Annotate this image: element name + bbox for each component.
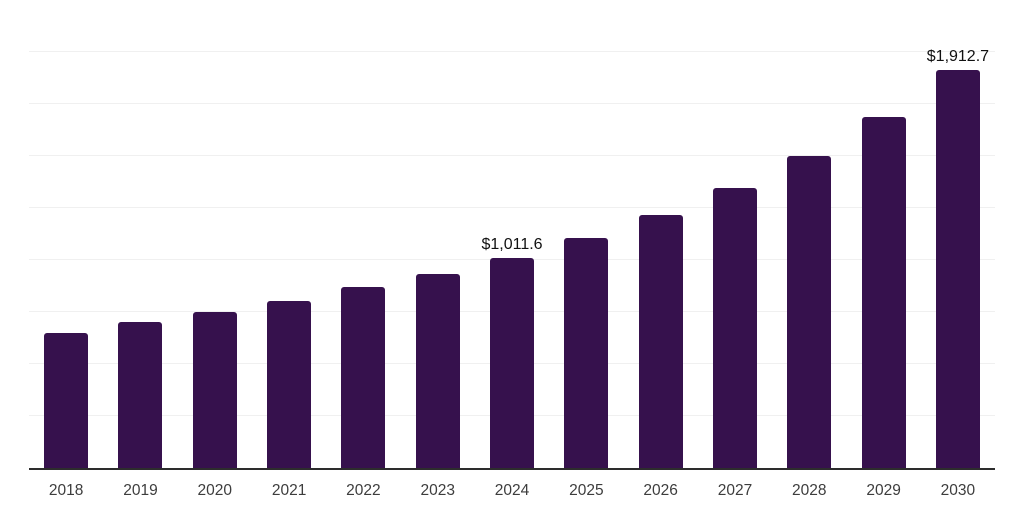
bar-slot-2026 [624, 0, 698, 468]
bar-2028[interactable] [787, 156, 832, 468]
bar-value-label-2030: $1,912.7 [926, 48, 990, 66]
gridline [29, 103, 995, 104]
bar-2019[interactable] [118, 322, 163, 468]
bar-slot-2019 [103, 0, 177, 468]
x-axis-labels: 2018 2019 2020 2021 2022 2023 2024 2025 2026 2027… [29, 482, 995, 501]
x-tick-2022: 2022 [346, 482, 381, 499]
x-tick-2024: 2024 [494, 482, 530, 499]
bars: $1,011.6 $1,912.7 [29, 0, 995, 468]
x-tick-2029: 2029 [866, 482, 901, 499]
x-tick-2028: 2028 [792, 482, 827, 499]
bar-2029[interactable] [861, 117, 906, 468]
x-tick-2027: 2027 [717, 482, 753, 499]
bar-2018[interactable] [44, 332, 89, 468]
gridline [29, 155, 995, 156]
x-tick-2030: 2030 [940, 482, 976, 499]
bar-slot-2022 [326, 0, 400, 468]
bar-2023[interactable] [415, 273, 460, 468]
plot-area: $1,011.6 $1,912.7 [29, 0, 995, 470]
gridline [29, 51, 995, 52]
bar-2026[interactable] [638, 215, 683, 468]
bar-slot-2021 [252, 0, 326, 468]
bar-2027[interactable] [712, 188, 757, 468]
bar-slot-2024: $1,011.6 [475, 0, 549, 468]
x-tick-2020: 2020 [197, 482, 233, 499]
bar-slot-2029 [846, 0, 920, 468]
gridline [29, 207, 995, 208]
bar-slot-2030: $1,912.7 [921, 0, 995, 468]
bar-value-label-2024: $1,011.6 [481, 235, 543, 253]
bar-2025[interactable] [564, 238, 609, 468]
x-tick-2023: 2023 [420, 482, 455, 499]
x-tick-2019: 2019 [123, 482, 158, 499]
x-tick-2021: 2021 [271, 482, 307, 499]
x-tick-2018: 2018 [48, 482, 84, 499]
bar-slot-2023 [401, 0, 475, 468]
x-tick-2025: 2025 [569, 482, 604, 499]
x-tick-2026: 2026 [643, 482, 678, 499]
bar-slot-2025 [549, 0, 623, 468]
bar-slot-2020 [178, 0, 252, 468]
bar-slot-2028 [772, 0, 846, 468]
bar-2030[interactable] [935, 70, 980, 468]
bar-2021[interactable] [267, 301, 312, 468]
x-axis-line [29, 468, 995, 470]
bar-2022[interactable] [341, 287, 386, 468]
bar-2024[interactable] [490, 257, 535, 468]
bar-slot-2018 [29, 0, 103, 468]
bar-slot-2027 [698, 0, 772, 468]
bar-2020[interactable] [192, 312, 237, 468]
